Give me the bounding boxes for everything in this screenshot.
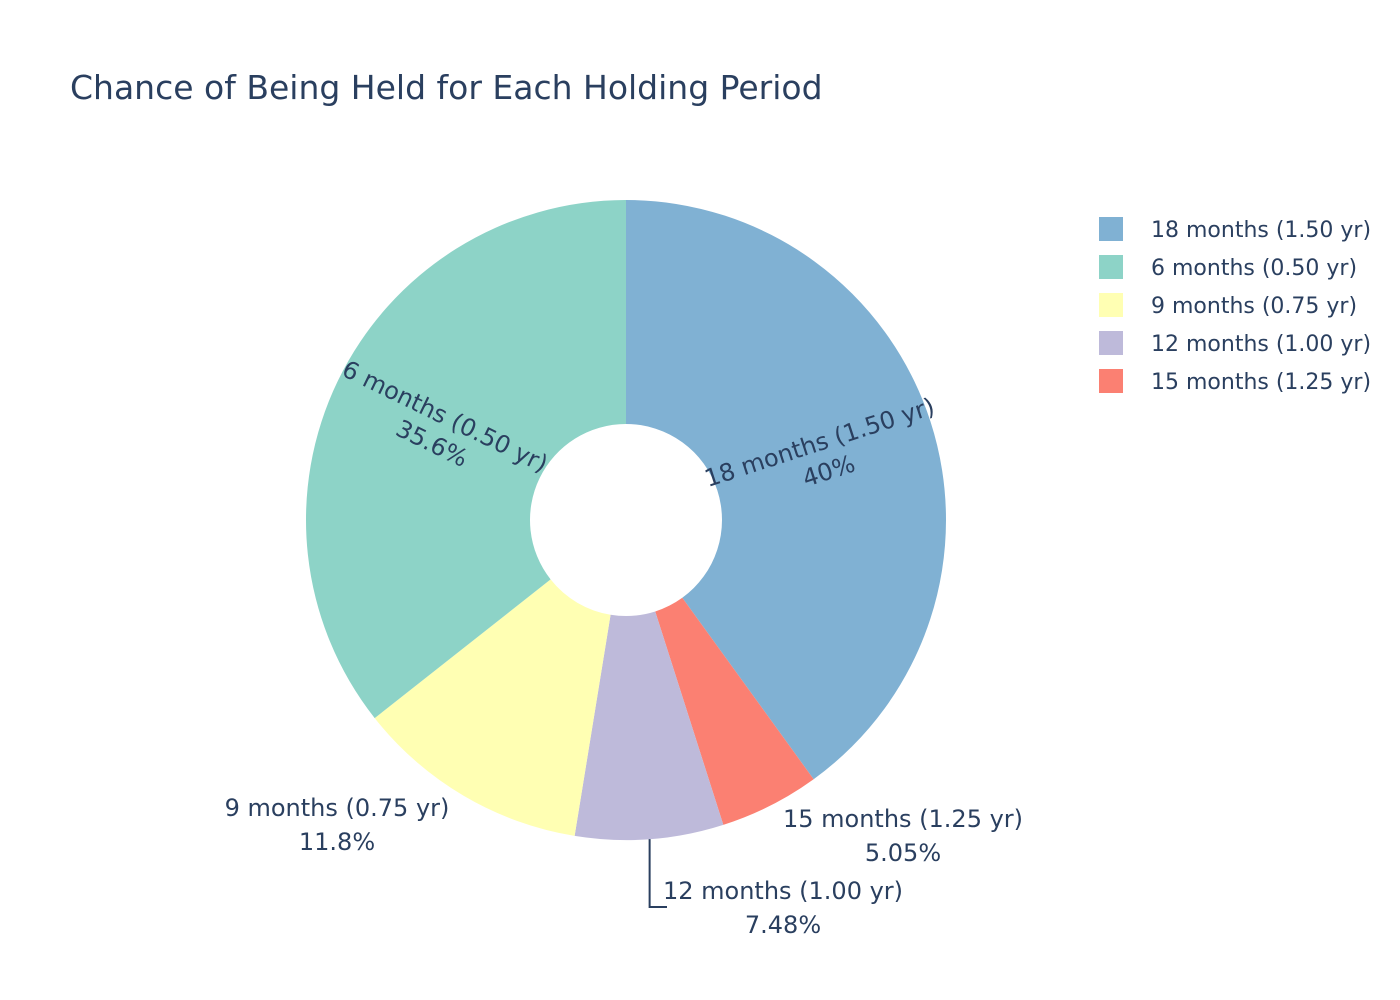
legend-label-0[interactable]: 18 months (1.50 yr) [1151, 218, 1371, 243]
pie-slice-1[interactable] [655, 597, 814, 825]
legend-swatch-1[interactable] [1099, 255, 1123, 279]
legend-swatch-2[interactable] [1099, 293, 1123, 317]
slice-label-name-2: 12 months (1.00 yr) [663, 877, 903, 905]
pie-slices [306, 200, 946, 840]
slice-label-percent-3: 11.8% [299, 828, 375, 856]
legend-label-4[interactable]: 15 months (1.25 yr) [1151, 370, 1371, 395]
legend-label-1[interactable]: 6 months (0.50 yr) [1151, 256, 1357, 281]
legend-label-2[interactable]: 9 months (0.75 yr) [1151, 294, 1357, 319]
legend-swatch-4[interactable] [1099, 369, 1123, 393]
pie-slice-2[interactable] [574, 611, 724, 840]
pie-slice-0[interactable] [626, 200, 946, 780]
pie-slice-4[interactable] [306, 200, 626, 719]
slice-label-percent-2: 7.48% [745, 911, 821, 939]
leader-line [648, 839, 667, 908]
slice-label-percent-1: 5.05% [865, 839, 941, 867]
pie-slice-3[interactable] [374, 579, 611, 836]
slice-label-name-1: 15 months (1.25 yr) [783, 805, 1023, 833]
legend-label-3[interactable]: 12 months (1.00 yr) [1151, 332, 1371, 357]
chart-title: Chance of Being Held for Each Holding Pe… [70, 68, 823, 107]
legend: 18 months (1.50 yr) 6 months (0.50 yr) 9 m… [1099, 217, 1371, 395]
legend-swatch-3[interactable] [1099, 331, 1123, 355]
legend-swatch-0[interactable] [1099, 217, 1123, 241]
slice-label-name-3: 9 months (0.75 yr) [225, 794, 450, 822]
